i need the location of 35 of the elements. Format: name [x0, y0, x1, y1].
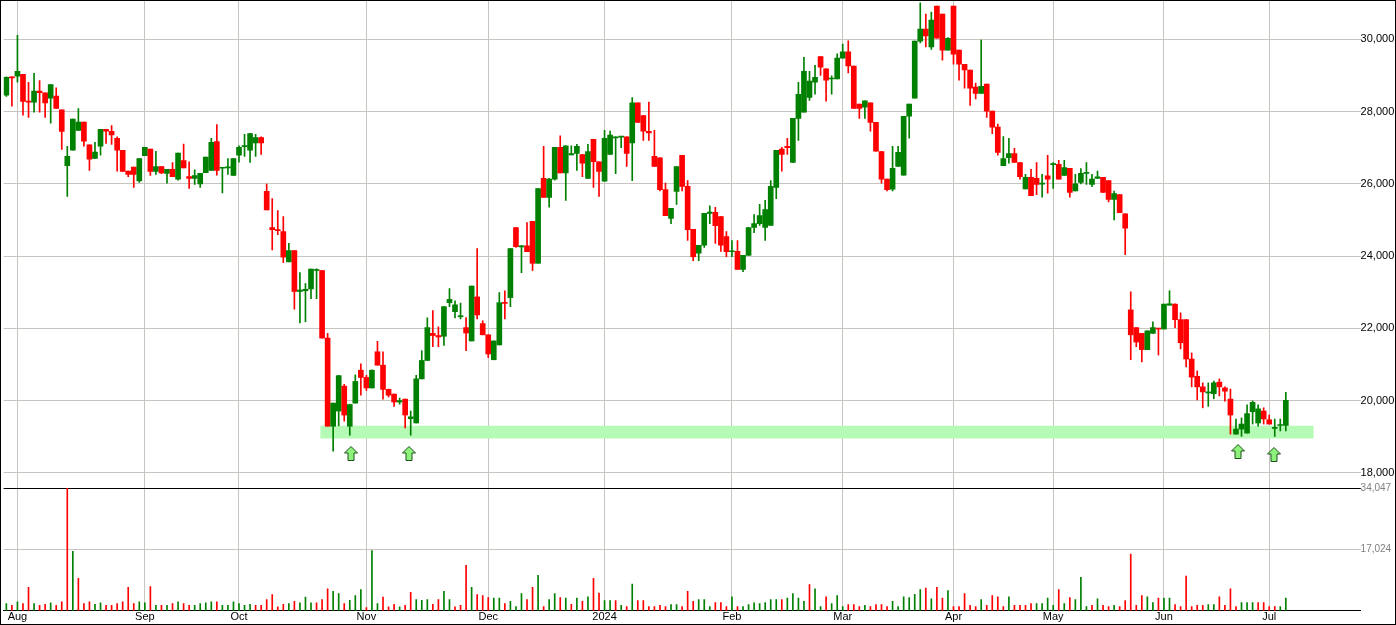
candlestick [474, 248, 480, 320]
candlestick [1050, 162, 1057, 189]
x-tick-label: Jul [1262, 610, 1277, 623]
candlestick [502, 290, 508, 320]
x-tick-label: Jun [1155, 610, 1173, 623]
y-tick-label: 28,000 [1360, 104, 1395, 117]
x-tick-label: Apr [944, 610, 963, 623]
x-tick-label: Nov [356, 610, 377, 623]
candlestick [1111, 190, 1117, 221]
candlestick [646, 101, 652, 141]
candlestick [64, 145, 71, 197]
x-tick-label: Sep [135, 610, 155, 623]
candlestick [463, 317, 469, 352]
y-tick-label: 18,000 [1360, 465, 1395, 478]
candlestick [978, 39, 985, 94]
candlestick [153, 150, 159, 175]
x-tick-label: Mar [833, 610, 853, 623]
candlestick [922, 13, 929, 48]
y-tick-label: 17,024 [1360, 543, 1392, 555]
y-tick-label: 30,000 [1360, 32, 1395, 45]
x-tick-label: Dec [478, 610, 499, 623]
x-tick-label: May [1042, 610, 1065, 623]
y-tick-label: 20,000 [1360, 393, 1395, 406]
y-tick-label: 22,000 [1360, 321, 1395, 334]
y-tick-label: 24,000 [1360, 249, 1395, 262]
x-tick-label: Oct [230, 610, 248, 623]
x-tick-label: Aug [7, 610, 28, 623]
candlestick [1006, 137, 1012, 164]
x-tick-label: Feb [722, 610, 742, 623]
candlestick [1199, 382, 1206, 409]
y-tick-label: 26,000 [1360, 176, 1395, 189]
y-tick-label: 34,047 [1360, 481, 1392, 493]
candlestick [729, 240, 735, 258]
x-tick-label: 2024 [592, 610, 617, 623]
candlestick [186, 161, 192, 189]
